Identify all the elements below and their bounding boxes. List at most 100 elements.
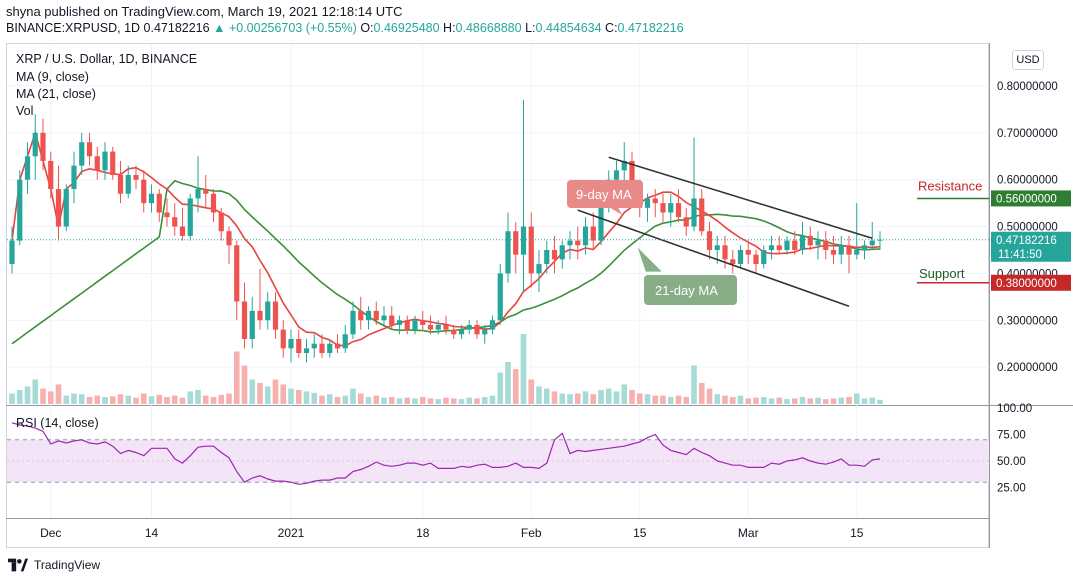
volume-bar	[520, 334, 527, 404]
price-tick-label: 0.80000000	[997, 81, 1058, 93]
volume-bar	[846, 397, 852, 404]
open-label: O:	[360, 21, 374, 35]
rsi-tick-label: 50.00	[997, 456, 1026, 468]
candle-body	[823, 240, 829, 250]
volume-bar	[295, 390, 302, 404]
candle-body	[311, 343, 317, 349]
volume-bar	[272, 379, 279, 404]
candle-body	[861, 245, 868, 250]
candle-body	[722, 245, 728, 260]
price-tick-label: 0.60000000	[997, 175, 1058, 187]
pane-divider[interactable]	[6, 405, 1073, 406]
candle-body	[40, 132, 46, 161]
volume-bar	[667, 397, 674, 404]
candle-body	[303, 348, 310, 354]
ma21-legend: MA (21, close)	[16, 87, 96, 101]
candle-body	[404, 320, 410, 330]
candle-body	[629, 160, 635, 194]
candle-body	[280, 329, 286, 349]
candle-body	[497, 273, 503, 321]
volume-bar	[745, 398, 752, 404]
volume-bar	[753, 397, 759, 404]
currency-button[interactable]: USD	[1012, 50, 1044, 70]
volume-bar	[63, 395, 70, 404]
volume-bar	[264, 386, 271, 404]
volume-bar	[528, 379, 535, 404]
candle-body	[505, 231, 511, 274]
candle-body	[699, 198, 705, 232]
candle-body	[536, 264, 542, 274]
rsi-tick-label: 75.00	[997, 430, 1026, 442]
time-tick-label: 14	[145, 526, 159, 540]
candle-body	[544, 249, 550, 265]
time-tick-label: Feb	[521, 526, 542, 540]
time-tick-label: Dec	[40, 526, 61, 540]
volume-bar	[249, 379, 256, 404]
volume-bar	[861, 398, 868, 404]
volume-bar	[675, 395, 682, 404]
candle-body	[156, 193, 162, 213]
candle-body	[164, 212, 170, 218]
candle-body	[257, 310, 263, 321]
volume-bar	[698, 383, 705, 404]
candle-body	[838, 245, 844, 255]
candle-body	[451, 329, 457, 335]
candle-body	[513, 231, 519, 255]
candle-body	[9, 240, 15, 265]
candle-body	[79, 142, 85, 166]
candle-body	[265, 301, 271, 321]
footer-brand: TradingView	[34, 558, 101, 572]
candle-body	[381, 315, 387, 321]
candle-body	[753, 254, 759, 265]
price-axis[interactable]	[989, 43, 1073, 548]
candle-body	[660, 203, 666, 213]
rsi-line	[11, 422, 881, 485]
tradingview-logo-icon	[8, 558, 28, 572]
time-tick-label: 2021	[278, 526, 305, 540]
candle-body	[327, 343, 333, 354]
low-value: 0.44854634	[535, 21, 602, 35]
volume-bar	[660, 395, 666, 404]
candle-body	[141, 179, 147, 204]
volume-bar	[853, 393, 860, 404]
candle-body	[567, 240, 573, 246]
chart-frame[interactable]	[6, 43, 989, 548]
candle-body	[94, 156, 100, 171]
candle-body	[427, 324, 434, 330]
candle-body	[24, 156, 31, 180]
volume-bar	[202, 395, 209, 404]
candle-body	[350, 310, 356, 335]
volume-bar	[350, 388, 356, 404]
volume-bar	[652, 395, 659, 404]
volume-bar	[505, 362, 511, 404]
price-tick-label: 0.20000000	[997, 362, 1058, 374]
volume-bar	[636, 393, 643, 404]
volume-bar	[109, 396, 116, 404]
candle-body	[761, 249, 767, 265]
price-tick-label: 0.50000000	[997, 222, 1058, 234]
resistance-price-label: 0.56000000	[996, 193, 1057, 205]
volume-bar	[195, 390, 201, 404]
close-label: C:	[605, 21, 618, 35]
candle-body	[807, 235, 813, 246]
candle-body	[792, 240, 798, 250]
candle-body	[590, 226, 596, 241]
volume-bar	[598, 390, 604, 404]
volume-bar	[466, 397, 473, 404]
candle-body	[71, 165, 77, 190]
volume-bar	[71, 393, 77, 404]
volume-bar	[102, 397, 108, 404]
volume-bar	[388, 397, 395, 404]
volume-bar	[760, 397, 767, 404]
candle-body	[63, 189, 69, 227]
volume-bar	[24, 386, 31, 404]
up-arrow-icon: ▲	[213, 21, 226, 35]
volume-bar	[443, 397, 449, 404]
volume-bar	[133, 397, 139, 404]
volume-bar	[512, 369, 519, 404]
time-tick-label: 15	[633, 526, 647, 540]
current-price-label: 0.47182216	[996, 235, 1057, 247]
ma9-callout-box	[567, 180, 643, 208]
volume-bar	[47, 391, 54, 404]
